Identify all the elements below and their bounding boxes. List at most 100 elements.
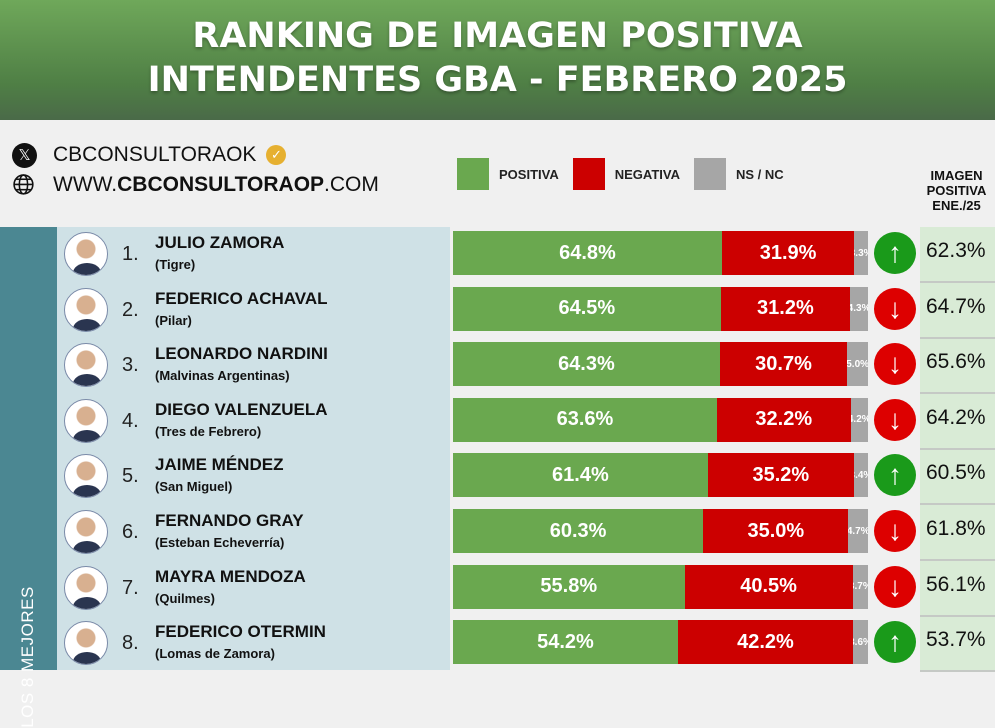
district: (Tigre) [155, 257, 196, 272]
mayor-name: FEDERICO OTERMIN [155, 622, 326, 642]
mayor-name: FERNANDO GRAY [155, 511, 304, 530]
rank: 2. [122, 298, 139, 321]
bar-negativa-label: 32.2% [755, 408, 813, 431]
row-divider [920, 447, 995, 450]
bar-positiva: 54.2% [453, 620, 678, 665]
bar-positiva: 64.8% [453, 231, 722, 275]
arrow-up-icon: ↑ [874, 232, 916, 274]
legend-swatch-negativa [572, 158, 605, 190]
bar-nsnc: 3.3% [854, 231, 868, 275]
arrow-down-icon: ↓ [874, 565, 916, 608]
bar-nsnc: 3.4% [853, 453, 868, 498]
legend-label-positiva: POSITIVA [499, 166, 559, 182]
legend: POSITIVA NEGATIVA NS / NC [457, 158, 798, 190]
verified-badge-icon: ✓ [266, 145, 287, 165]
rank: 6. [122, 521, 139, 543]
bar-negativa: 31.2% [720, 286, 851, 331]
bar-negativa-label: 35.0% [747, 519, 805, 542]
rank: 1. [122, 243, 139, 265]
bar-negativa: 42.2% [677, 620, 854, 665]
legend-swatch-nsnc [693, 158, 726, 190]
globe-icon [13, 173, 34, 195]
arrow-up-icon: ↑ [874, 621, 916, 664]
bar-positiva: 55.8% [453, 564, 685, 609]
previous-value: 60.5% [926, 461, 986, 485]
rank: 7. [122, 576, 139, 599]
bar-positiva-label: 64.3% [558, 352, 615, 375]
bar-positiva-label: 55.8% [540, 575, 598, 598]
bar-positiva: 63.6% [453, 397, 717, 442]
legend-swatch-positiva [457, 158, 489, 190]
bar-negativa-label: 30.7% [755, 352, 812, 375]
bar-negativa-label: 42.2% [737, 630, 794, 653]
bar-negativa: 32.2% [716, 397, 851, 442]
bar-negativa: 35.0% [703, 509, 849, 553]
previous-column-header: IMAGEN POSITIVA ENE./25 [918, 168, 995, 213]
previous-value: 53.7% [926, 628, 986, 652]
district: (Tres de Febrero) [155, 423, 262, 439]
bar-negativa-label: 35.2% [752, 463, 810, 486]
table-row: 8. FEDERICO OTERMIN (Lomas de Zamora) 54.… [0, 616, 995, 673]
bar-positiva-label: 61.4% [552, 463, 609, 486]
bar-positiva-label: 60.3% [549, 519, 607, 542]
legend-label-negativa: NEGATIVA [614, 166, 680, 182]
bar-positiva: 60.3% [453, 509, 704, 553]
avatar [64, 510, 108, 554]
bar-negativa-label: 31.9% [759, 241, 817, 264]
district: (San Miguel) [155, 479, 233, 495]
previous-value: 65.6% [926, 350, 986, 374]
bar-nsnc-label: 3.4% [854, 469, 868, 481]
previous-value: 64.2% [926, 405, 986, 429]
bar-nsnc-label: 3.6% [853, 636, 868, 648]
mayor-name: JAIME MÉNDEZ [155, 455, 284, 475]
website-domain: CBCONSULTORAOP [117, 173, 325, 196]
social-info: 𝕏 CBCONSULTORAOK ✓ WWW. CBCONSULTORAOP .CO… [12, 140, 379, 200]
mayor-name: MAYRA MENDOZA [155, 566, 306, 586]
district: (Pilar) [155, 312, 192, 328]
district: (Lomas de Zamora) [155, 646, 275, 662]
table-row: 6. FERNANDO GRAY (Esteban Echeverría) 60.… [0, 505, 995, 561]
rank: 5. [122, 465, 139, 488]
bar-positiva: 64.5% [453, 286, 721, 331]
avatar [64, 565, 108, 610]
website-prefix: WWW. [53, 173, 118, 196]
table-row: 3. LEONARDO NARDINI (Malvinas Argentinas… [0, 338, 995, 395]
mayor-name: LEONARDO NARDINI [155, 344, 328, 364]
avatar [64, 232, 108, 276]
arrow-down-icon: ↓ [874, 398, 916, 441]
table-row: 2. FEDERICO ACHAVAL (Pilar) 64.5% 31.2% 4.3… [0, 283, 995, 339]
bar-negativa-label: 40.5% [740, 575, 797, 598]
mayor-name: FEDERICO ACHAVAL [155, 288, 328, 308]
avatar [64, 287, 108, 332]
row-divider [920, 614, 995, 617]
rank: 8. [122, 632, 139, 655]
bar-nsnc-label: 3.3% [854, 247, 868, 259]
district: (Esteban Echeverría) [155, 535, 285, 550]
bar-positiva-label: 54.2% [537, 630, 594, 653]
mayor-name: DIEGO VALENZUELA [155, 399, 328, 419]
bar-nsnc-label: 4.7% [848, 525, 868, 537]
title-line-1: RANKING DE IMAGEN POSITIVA [192, 16, 803, 56]
previous-value: 64.7% [926, 294, 986, 318]
previous-value: 62.3% [926, 239, 986, 262]
side-band: LOS 8 MEJORES [0, 227, 57, 728]
bar-negativa: 35.2% [707, 453, 854, 498]
bar-positiva: 61.4% [453, 453, 708, 498]
bar-nsnc-label: 4.3% [850, 303, 868, 315]
bar-positiva: 64.3% [453, 342, 720, 387]
website-suffix: .COM [324, 173, 379, 196]
arrow-down-icon: ↓ [874, 343, 916, 386]
bar-positiva-label: 63.6% [556, 408, 614, 431]
bar-nsnc-label: 3.7% [853, 581, 868, 593]
bar-negativa-label: 31.2% [757, 297, 814, 320]
arrow-up-icon: ↑ [874, 454, 916, 497]
table-row: 1. JULIO ZAMORA (Tigre) 64.8% 31.9% 3.3% ↑ 6… [0, 227, 995, 283]
avatar [64, 454, 108, 499]
previous-value: 56.1% [926, 572, 986, 596]
bar-nsnc: 5.0% [847, 342, 868, 387]
prev-header-line-1: IMAGEN [930, 168, 983, 183]
names-panel [57, 227, 450, 670]
bar-nsnc: 4.7% [848, 509, 868, 553]
previous-value: 61.8% [926, 517, 986, 540]
title-banner: RANKING DE IMAGEN POSITIVA INTENDENTES G… [0, 0, 995, 120]
